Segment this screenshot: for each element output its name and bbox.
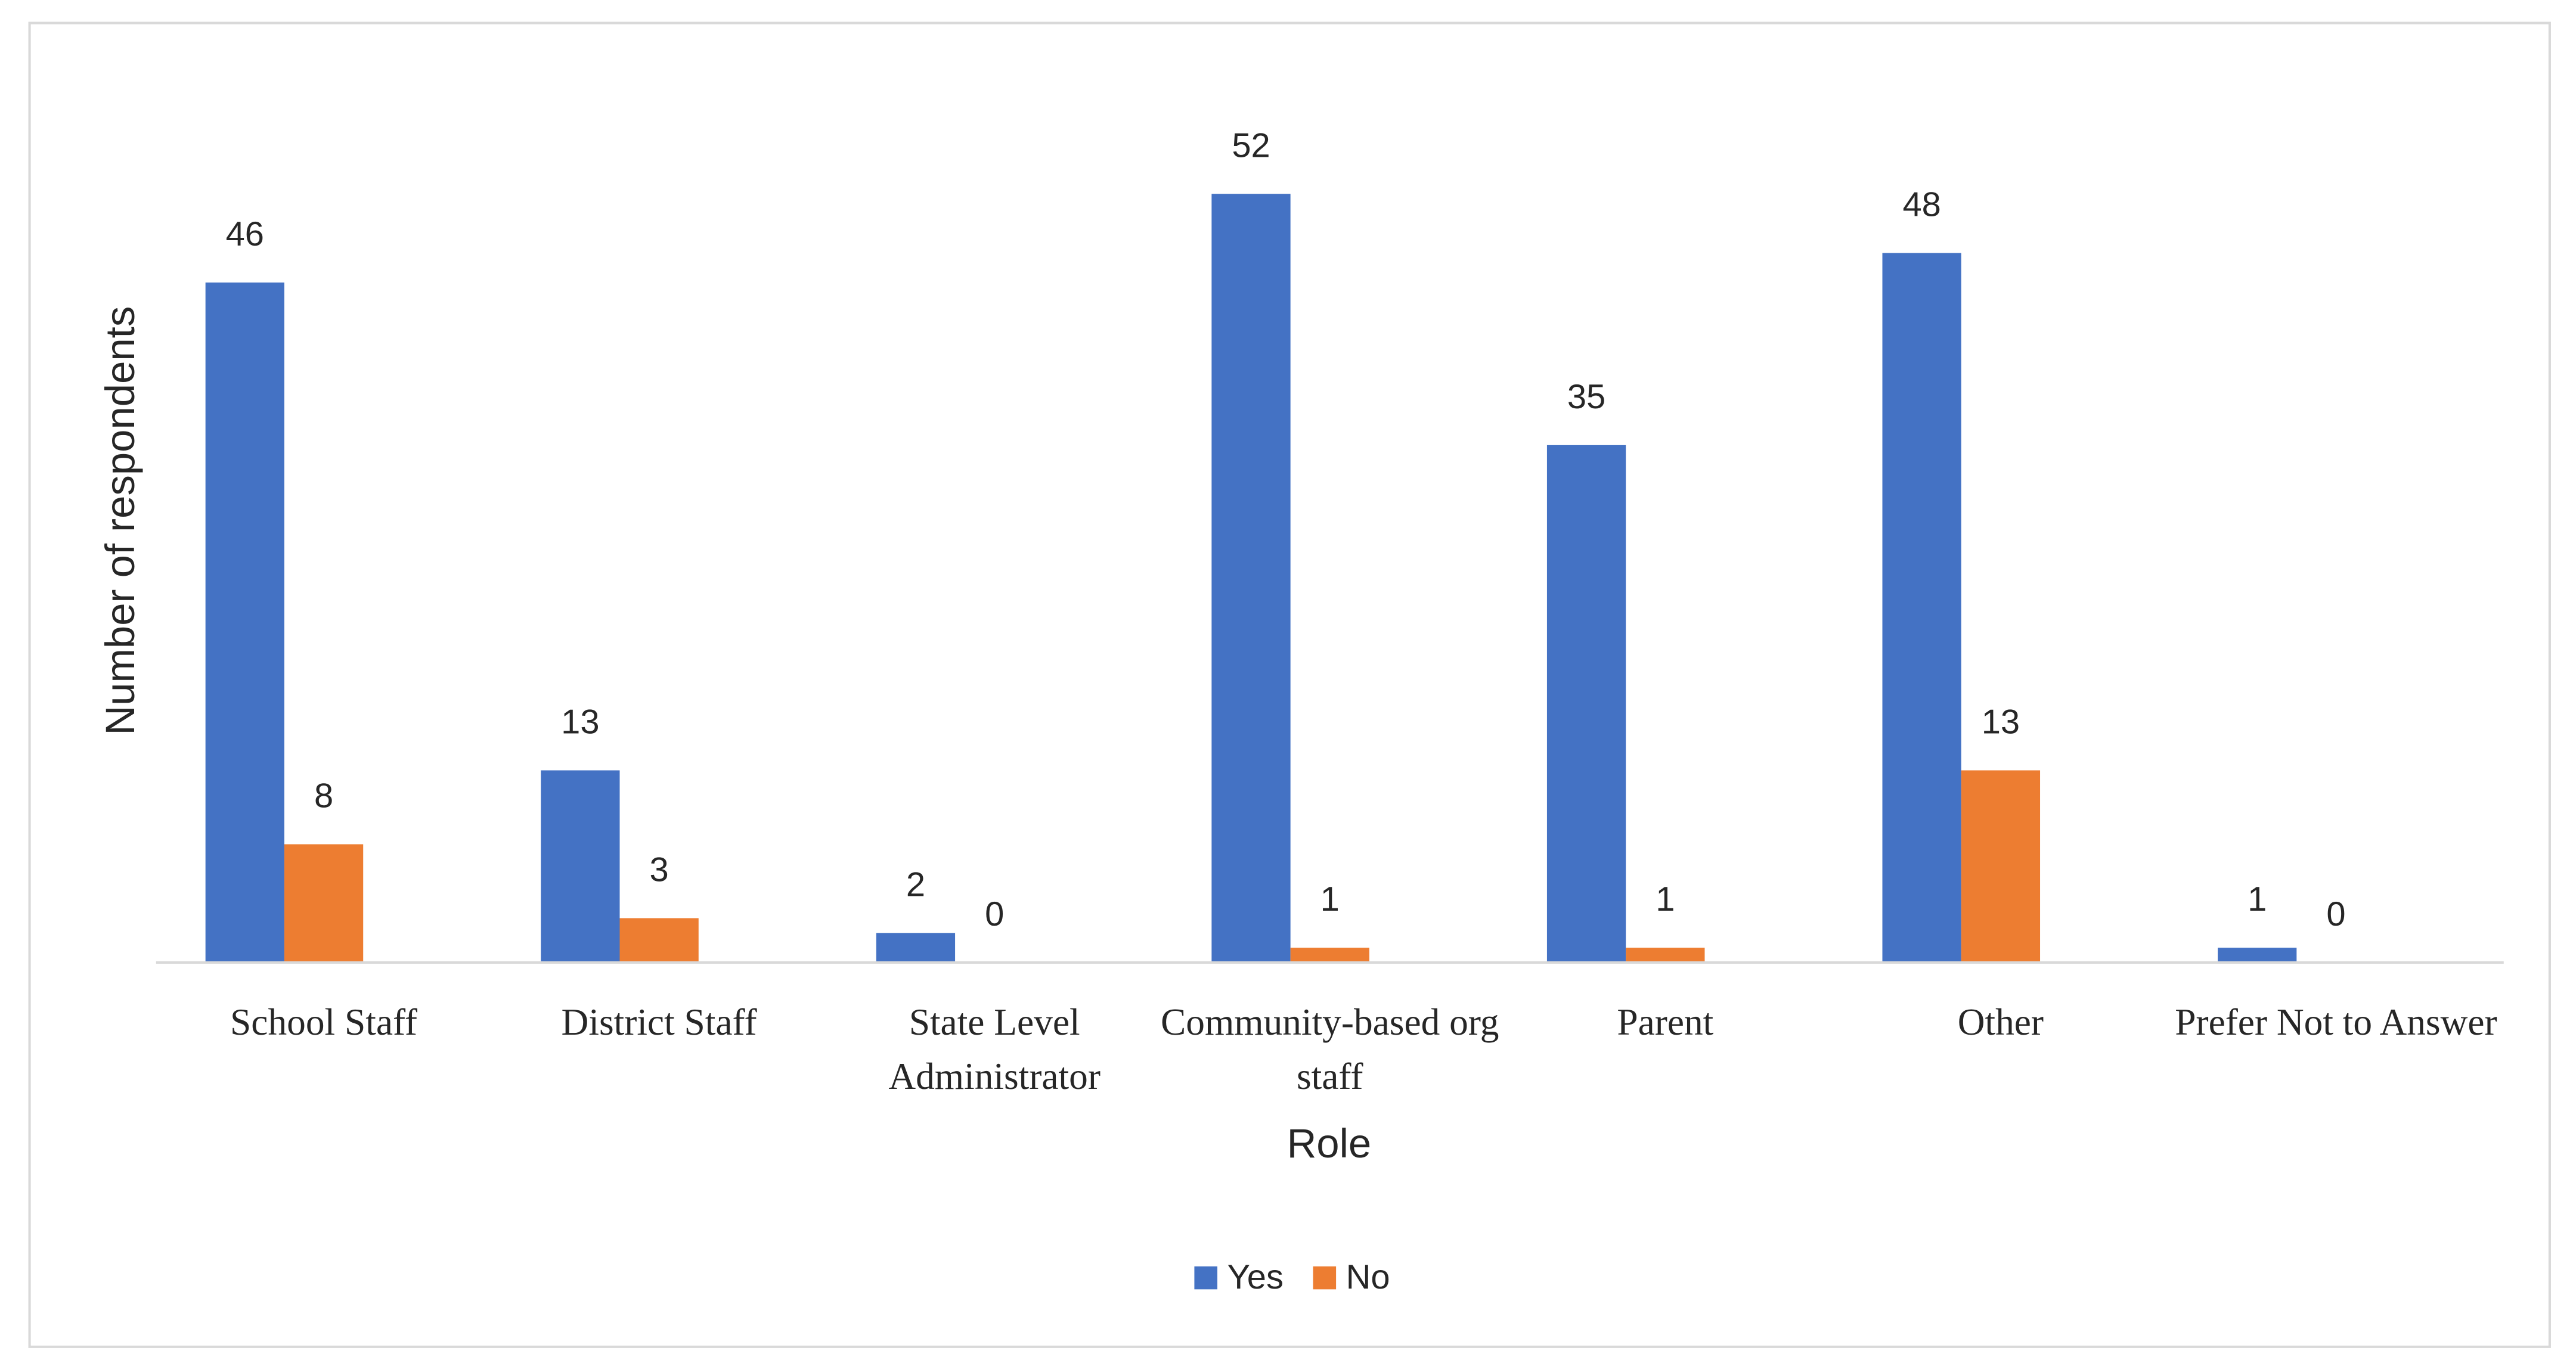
bar — [1961, 770, 2041, 963]
value-label: 0 — [2326, 895, 2345, 933]
value-label: 8 — [314, 777, 333, 815]
x-tick-label-box: School Staff — [230, 1002, 418, 1043]
bar — [1882, 253, 1961, 963]
x-tick-label: District Staff — [561, 1002, 757, 1043]
bar — [876, 933, 956, 963]
x-tick-label-box: State Level Administrator — [888, 1002, 1101, 1097]
value-label: 46 — [226, 215, 264, 253]
value-label: 2 — [906, 865, 925, 904]
value-label: 1 — [2248, 880, 2267, 918]
legend-swatch — [1194, 1266, 1218, 1290]
bar — [541, 770, 620, 963]
x-tick-label: State Level Administrator — [888, 1002, 1101, 1097]
x-tick-label-box: Other — [1957, 1002, 2044, 1043]
bar — [1290, 948, 1369, 963]
value-label: 13 — [1982, 703, 2020, 741]
value-label: 1 — [1656, 880, 1675, 918]
value-label: 48 — [1902, 186, 1940, 224]
x-tick-label: Community-based org staff — [1161, 1002, 1499, 1097]
x-tick-label: School Staff — [230, 1002, 418, 1043]
bar — [1626, 948, 1705, 963]
x-tick-label: Parent — [1617, 1002, 1714, 1043]
x-tick-label-box: Prefer Not to Answer — [2175, 1002, 2497, 1043]
value-label: 1 — [1320, 880, 1340, 918]
bar — [205, 283, 284, 963]
bar — [1211, 194, 1291, 963]
bar — [1546, 445, 1626, 963]
bar — [284, 844, 364, 963]
y-axis-title: Number of respondents — [97, 306, 143, 735]
x-axis-title: Role — [1287, 1120, 1372, 1166]
x-tick-label: Other — [1957, 1002, 2044, 1043]
legend-label: Yes — [1227, 1258, 1284, 1296]
bar — [619, 918, 699, 963]
value-label: 52 — [1232, 126, 1270, 164]
x-tick-label-box: Parent — [1617, 1002, 1714, 1043]
value-label: 3 — [650, 851, 669, 889]
bar — [2218, 948, 2297, 963]
x-tick-label-box: District Staff — [561, 1002, 757, 1043]
value-label: 35 — [1567, 378, 1605, 416]
value-label: 0 — [985, 895, 1004, 933]
value-label: 13 — [561, 703, 599, 741]
legend-label: No — [1346, 1258, 1390, 1296]
legend-swatch — [1313, 1266, 1337, 1290]
x-tick-label: Prefer Not to Answer — [2175, 1002, 2497, 1043]
x-tick-label-box: Community-based org staff — [1161, 1002, 1499, 1097]
